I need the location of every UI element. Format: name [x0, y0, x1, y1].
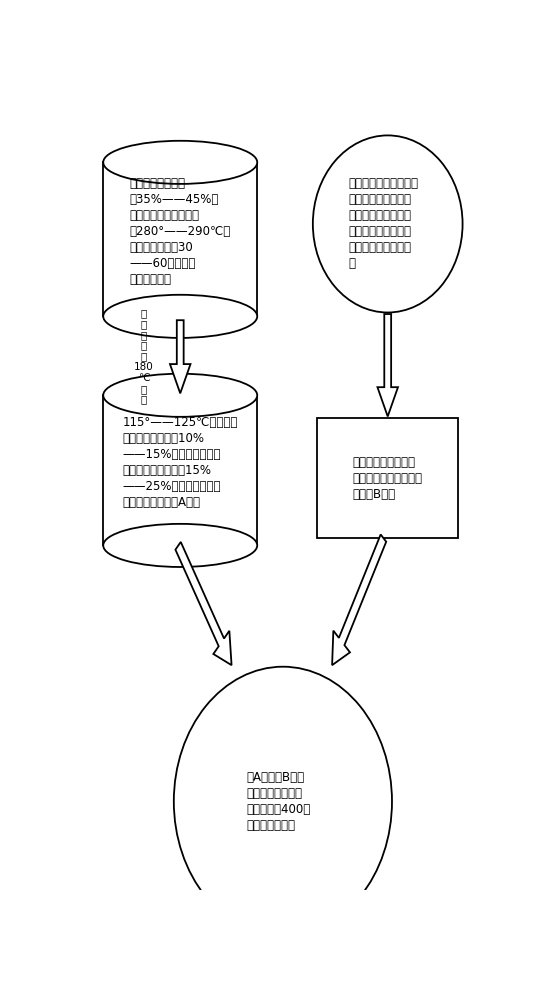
Ellipse shape — [103, 524, 257, 567]
Bar — [103, 395, 257, 545]
Polygon shape — [176, 542, 232, 665]
Text: 将重量百分比含量
为35%——45%的
硬质桐油加入反应釜，
在280°——290℃温
度的范围内保持30
——60分钟后，
测试粘度合格: 将重量百分比含量 为35%——45%的 硬质桐油加入反应釜， 在280°——29… — [130, 177, 231, 286]
Bar — [103, 162, 257, 316]
Bar — [317, 418, 458, 538]
Polygon shape — [378, 314, 398, 416]
Polygon shape — [170, 320, 190, 393]
Ellipse shape — [103, 374, 257, 417]
Text: 迅
速
降
温
至
180
℃
以
下: 迅 速 降 温 至 180 ℃ 以 下 — [134, 308, 154, 405]
Ellipse shape — [103, 141, 257, 184]
Ellipse shape — [174, 667, 392, 936]
Polygon shape — [332, 534, 386, 665]
Text: 将A物料与B物料
加入搅拌机内分散
均匀；再用400目
滤网过滤后包装: 将A物料与B物料 加入搅拌机内分散 均匀；再用400目 滤网过滤后包装 — [247, 771, 311, 832]
Ellipse shape — [313, 135, 463, 312]
Text: 将上述分散后的物料
用三辊机再研磨一遍，
制备得B物料: 将上述分散后的物料 用三辊机再研磨一遍， 制备得B物料 — [353, 456, 423, 501]
Text: 在高速分散机中加入亚
麻仁油长油树脂、脱
环芳烃、纳米二氧化
硅、异辛酸盐催干剂
和甲乙酮肟并分散均
匀: 在高速分散机中加入亚 麻仁油长油树脂、脱 环芳烃、纳米二氧化 硅、异辛酸盐催干剂… — [348, 177, 418, 270]
Text: 115°——125℃时，加入
重量百分比含量为10%
——15%的脱环芳烃，加
入重量百分比含量为15%
——25%的巴西棕榈蜡，
溶解均匀，制备得A物料: 115°——125℃时，加入 重量百分比含量为10% ——15%的脱环芳烃，加 … — [123, 416, 238, 509]
Ellipse shape — [103, 295, 257, 338]
